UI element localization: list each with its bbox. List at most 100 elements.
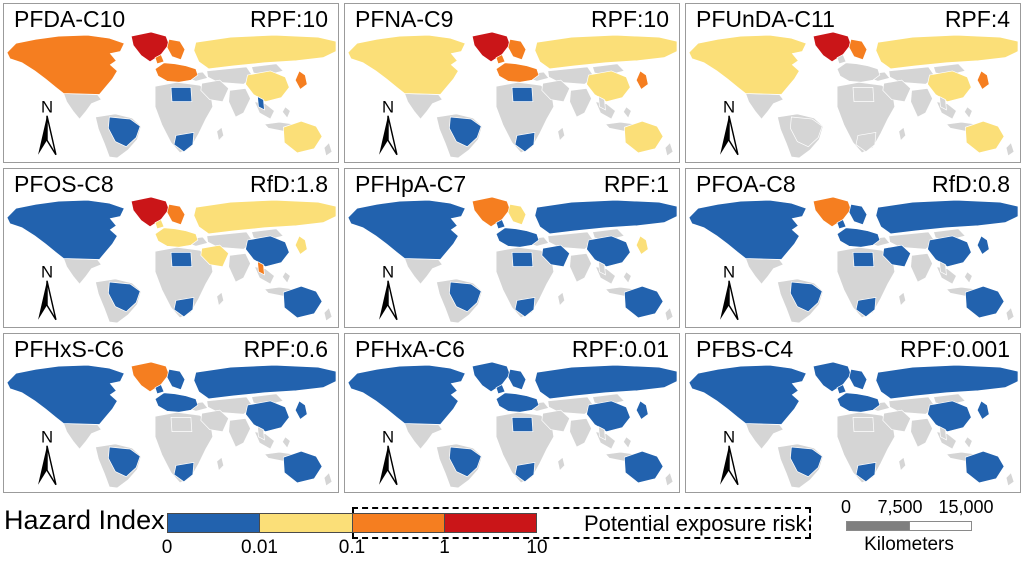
region-western_europe — [836, 219, 881, 248]
region-north_america — [347, 34, 466, 95]
region-central_asia — [888, 231, 936, 250]
region-australia — [282, 285, 323, 319]
region-north_america — [6, 34, 125, 95]
region-greenland — [130, 31, 170, 63]
colorbar-tick: 10 — [526, 537, 548, 558]
svg-text:N: N — [382, 264, 394, 281]
region-libya — [170, 416, 193, 433]
region-western_europe — [154, 219, 199, 248]
compound-label: PFBS-C4 — [696, 336, 794, 362]
region-japan — [976, 400, 990, 420]
north-arrow-icon: N — [720, 99, 739, 156]
region-china — [586, 70, 631, 103]
region-brazil — [790, 446, 823, 478]
region-greenland — [812, 196, 852, 228]
region-japan — [294, 70, 308, 90]
colorbar-segment-orange — [351, 513, 445, 533]
map-panel-pfna-c9: PFNA-C9 RPF:10 N — [344, 3, 680, 163]
region-thailand — [939, 260, 947, 276]
colorbar-tick: 0.01 — [241, 537, 278, 558]
svg-text:N: N — [723, 429, 735, 446]
map-panel-pfhxs-c6: PFHxS-C6 RPF:0.6 N — [3, 333, 339, 493]
colorbar-tick: 1 — [439, 537, 450, 558]
region-south_africa — [173, 461, 195, 483]
potency-factor-label: RfD:0.8 — [932, 171, 1010, 197]
svg-text:N: N — [41, 99, 53, 116]
north-arrow-icon: N — [379, 99, 398, 156]
potency-factor-label: RfD:1.8 — [250, 171, 328, 197]
region-australia — [964, 450, 1005, 484]
region-greenland — [471, 361, 511, 393]
region-japan — [294, 400, 308, 420]
region-mexico_central_america — [745, 423, 784, 450]
compound-label: PFOA-C8 — [696, 171, 796, 197]
region-scandinavia — [166, 368, 186, 391]
region-japan — [635, 70, 649, 90]
world-map — [347, 361, 678, 489]
region-libya — [852, 251, 875, 268]
region-thailand — [598, 425, 606, 441]
region-central_asia — [547, 231, 595, 250]
potency-factor-label: RPF:1 — [603, 171, 669, 197]
region-mexico_central_america — [63, 258, 102, 285]
compound-label: PFUnDA-C11 — [696, 6, 835, 32]
region-brazil — [108, 116, 141, 148]
map-panel-pfoa-c8: PFOA-C8 RfD:0.8 N — [685, 168, 1021, 328]
region-india — [910, 252, 933, 283]
potency-factor-label: RPF:0.6 — [243, 336, 328, 362]
region-north_america — [688, 199, 807, 260]
region-thailand — [257, 95, 265, 111]
region-mexico_central_america — [745, 93, 784, 120]
region-libya — [852, 86, 875, 103]
world-map — [6, 31, 337, 159]
region-middle_east — [882, 244, 912, 268]
region-western_europe — [154, 384, 199, 413]
region-central_asia — [206, 66, 254, 85]
svg-text:N: N — [382, 429, 394, 446]
region-scandinavia — [507, 368, 527, 391]
region-china — [586, 400, 631, 433]
colorbar-segment-yellow — [259, 513, 353, 533]
region-libya — [170, 86, 193, 103]
map-panel-pfbs-c4: PFBS-C4 RPF:0.001 N — [685, 333, 1021, 493]
svg-text:N: N — [41, 264, 53, 281]
region-russia — [534, 199, 678, 235]
region-western_europe — [154, 54, 199, 83]
region-central_asia — [206, 231, 254, 250]
region-brazil — [449, 116, 482, 148]
region-russia — [534, 34, 678, 70]
region-japan — [294, 235, 308, 255]
region-north_america — [6, 199, 125, 260]
region-russia — [193, 199, 337, 235]
region-china — [245, 235, 290, 268]
potency-factor-label: RPF:10 — [250, 6, 328, 32]
region-libya — [511, 416, 534, 433]
region-russia — [534, 364, 678, 400]
region-libya — [511, 251, 534, 268]
north-arrow-icon: N — [379, 264, 398, 321]
colorbar-tick: 0 — [161, 537, 173, 558]
region-japan — [635, 235, 649, 255]
region-india — [228, 252, 251, 283]
region-japan — [976, 235, 990, 255]
region-india — [228, 87, 251, 118]
region-mexico_central_america — [404, 423, 443, 450]
compound-label: PFHpA-C7 — [355, 171, 467, 197]
region-central_asia — [888, 66, 936, 85]
potency-factor-label: RPF:0.001 — [900, 336, 1010, 362]
region-scandinavia — [507, 38, 527, 61]
region-australia — [282, 120, 323, 154]
region-middle_east — [200, 244, 230, 268]
legend-title: Hazard Index — [4, 505, 165, 535]
colorbar-segment-blue — [167, 513, 261, 533]
scalebar-tick: 7,500 — [877, 497, 923, 517]
north-arrow-icon: N — [720, 264, 739, 321]
region-north_america — [347, 199, 466, 260]
region-india — [569, 87, 592, 118]
region-south_africa — [855, 296, 877, 318]
region-china — [586, 235, 631, 268]
world-map — [688, 31, 1019, 159]
region-greenland — [130, 361, 170, 393]
compound-label: PFHxA-C6 — [355, 336, 465, 362]
